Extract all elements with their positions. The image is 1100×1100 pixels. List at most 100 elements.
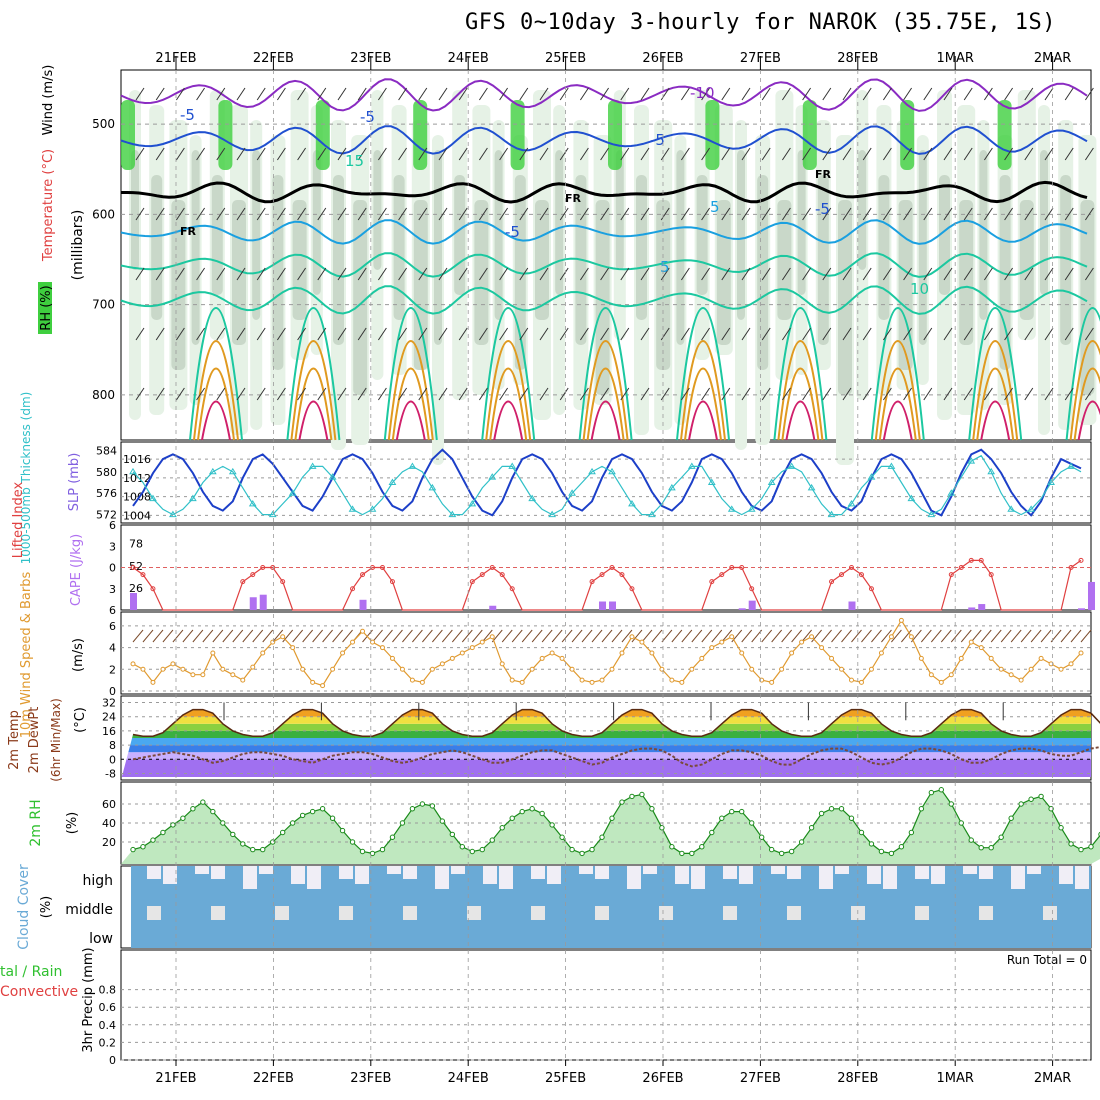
rh-marker [1088,844,1094,850]
rh-marker [689,850,695,857]
upper-wind-barb [559,147,569,161]
upper-wind-barb [660,207,670,221]
rh-marker [798,839,805,845]
cloud-gap-middle [467,906,481,920]
upper-wind-barb [458,87,468,101]
upper-wind-barb [519,387,529,401]
wind-marker [270,639,276,645]
upper-wind-barb [963,147,973,161]
rh-shade-mid [494,150,503,320]
upper-wind-barb [761,327,771,341]
cape-tick-label: 78 [129,538,143,551]
wind-barb [222,629,234,643]
cloud-gap-high [531,866,545,879]
wind-marker [689,666,695,672]
wind-marker [419,679,425,685]
cloud-gap-high [547,866,561,884]
upper-wind-barb [155,147,165,161]
lifted-marker [509,586,515,592]
warm-contour [201,400,231,441]
wind-marker [878,650,884,656]
upper-wind-barb [539,147,549,161]
upper-wind-barb [680,327,690,341]
rh-marker [649,806,655,812]
upper-wind-barb [781,327,791,341]
rh-marker [210,808,216,815]
upper-wind-barb [317,327,327,341]
upper-wind-barb [357,327,367,341]
thickness-marker [847,499,856,507]
upper-wind-barb [882,267,892,281]
upper-wind-barb [398,87,408,101]
wind-marker [739,650,745,656]
upper-wind-barb [741,207,751,221]
lifted-marker [130,565,136,570]
upper-wind-barb [761,147,771,161]
precip-tick-label: 0 [109,1054,116,1067]
rh-marker [180,815,186,821]
upper-wind-barb [761,267,771,281]
temp-tick-label: -8 [105,767,116,780]
thickness-marker [667,483,676,491]
upper-wind-barb [923,147,933,161]
wind-marker [609,666,615,672]
isotherm-5 [120,219,1088,245]
rh-shade-mid [817,175,829,345]
thickness-marker [568,489,576,496]
rh-marker [509,815,515,821]
rh-marker [918,806,925,812]
upper-wind-barb [155,87,165,101]
label-dewpt: 2m DewPt [27,707,42,774]
upper-wind-barb [1004,327,1014,341]
upper-wind-barb [196,147,206,161]
wind-barb [801,629,812,643]
upper-wind-barb [923,387,933,401]
upper-wind-barb [1024,267,1034,281]
upper-wind-barb [1064,387,1074,401]
wind-marker [519,679,525,685]
rh-marker [1068,841,1074,847]
upper-wind-barb [943,207,953,221]
upper-wind-barb [822,327,832,341]
upper-wind-barb [802,207,812,221]
precip-tick-label: 0.4 [99,1019,117,1032]
thickness-marker [288,489,297,496]
wind-barb [521,629,533,643]
wind-barb [232,629,244,643]
wind-barb [671,629,683,643]
wind-marker [529,666,535,672]
label-precip-total: tal / Rain [0,964,62,980]
upper-wind-barb [337,387,347,401]
temp-band [121,752,1091,760]
upper-wind-barb [519,87,529,101]
upper-wind-barb [802,327,812,341]
rh-marker [130,846,136,853]
wind-barb [561,629,573,643]
wind-marker [928,672,934,678]
wind-marker [499,661,505,667]
wind-barb [851,629,862,643]
upper-wind-barb [862,387,872,401]
cloud-level-label: low [89,931,113,947]
wind-marker [958,655,964,661]
wind-barb [481,629,493,643]
label-lifted: Lifted Index [11,481,26,558]
rh-marker [329,815,336,821]
warm-contour [290,340,337,441]
wind-marker [579,677,585,683]
rh-shade-mid [615,150,624,270]
wind-marker [300,666,306,672]
rh-shade-high [315,100,330,170]
rh-marker [140,844,146,850]
lifted-marker [379,565,385,570]
label-temp2m: 2m Temp [7,710,22,770]
date-bottom-22FEB: 22FEB [253,1071,294,1086]
rh-marker [1048,806,1054,812]
warm-contour [976,367,1015,441]
wind-marker [280,634,286,640]
upper-wind-barb [1064,87,1074,101]
warm-contour [189,307,243,441]
rh-marker [559,834,565,840]
rh-marker [359,848,366,855]
rh-marker [928,789,935,796]
